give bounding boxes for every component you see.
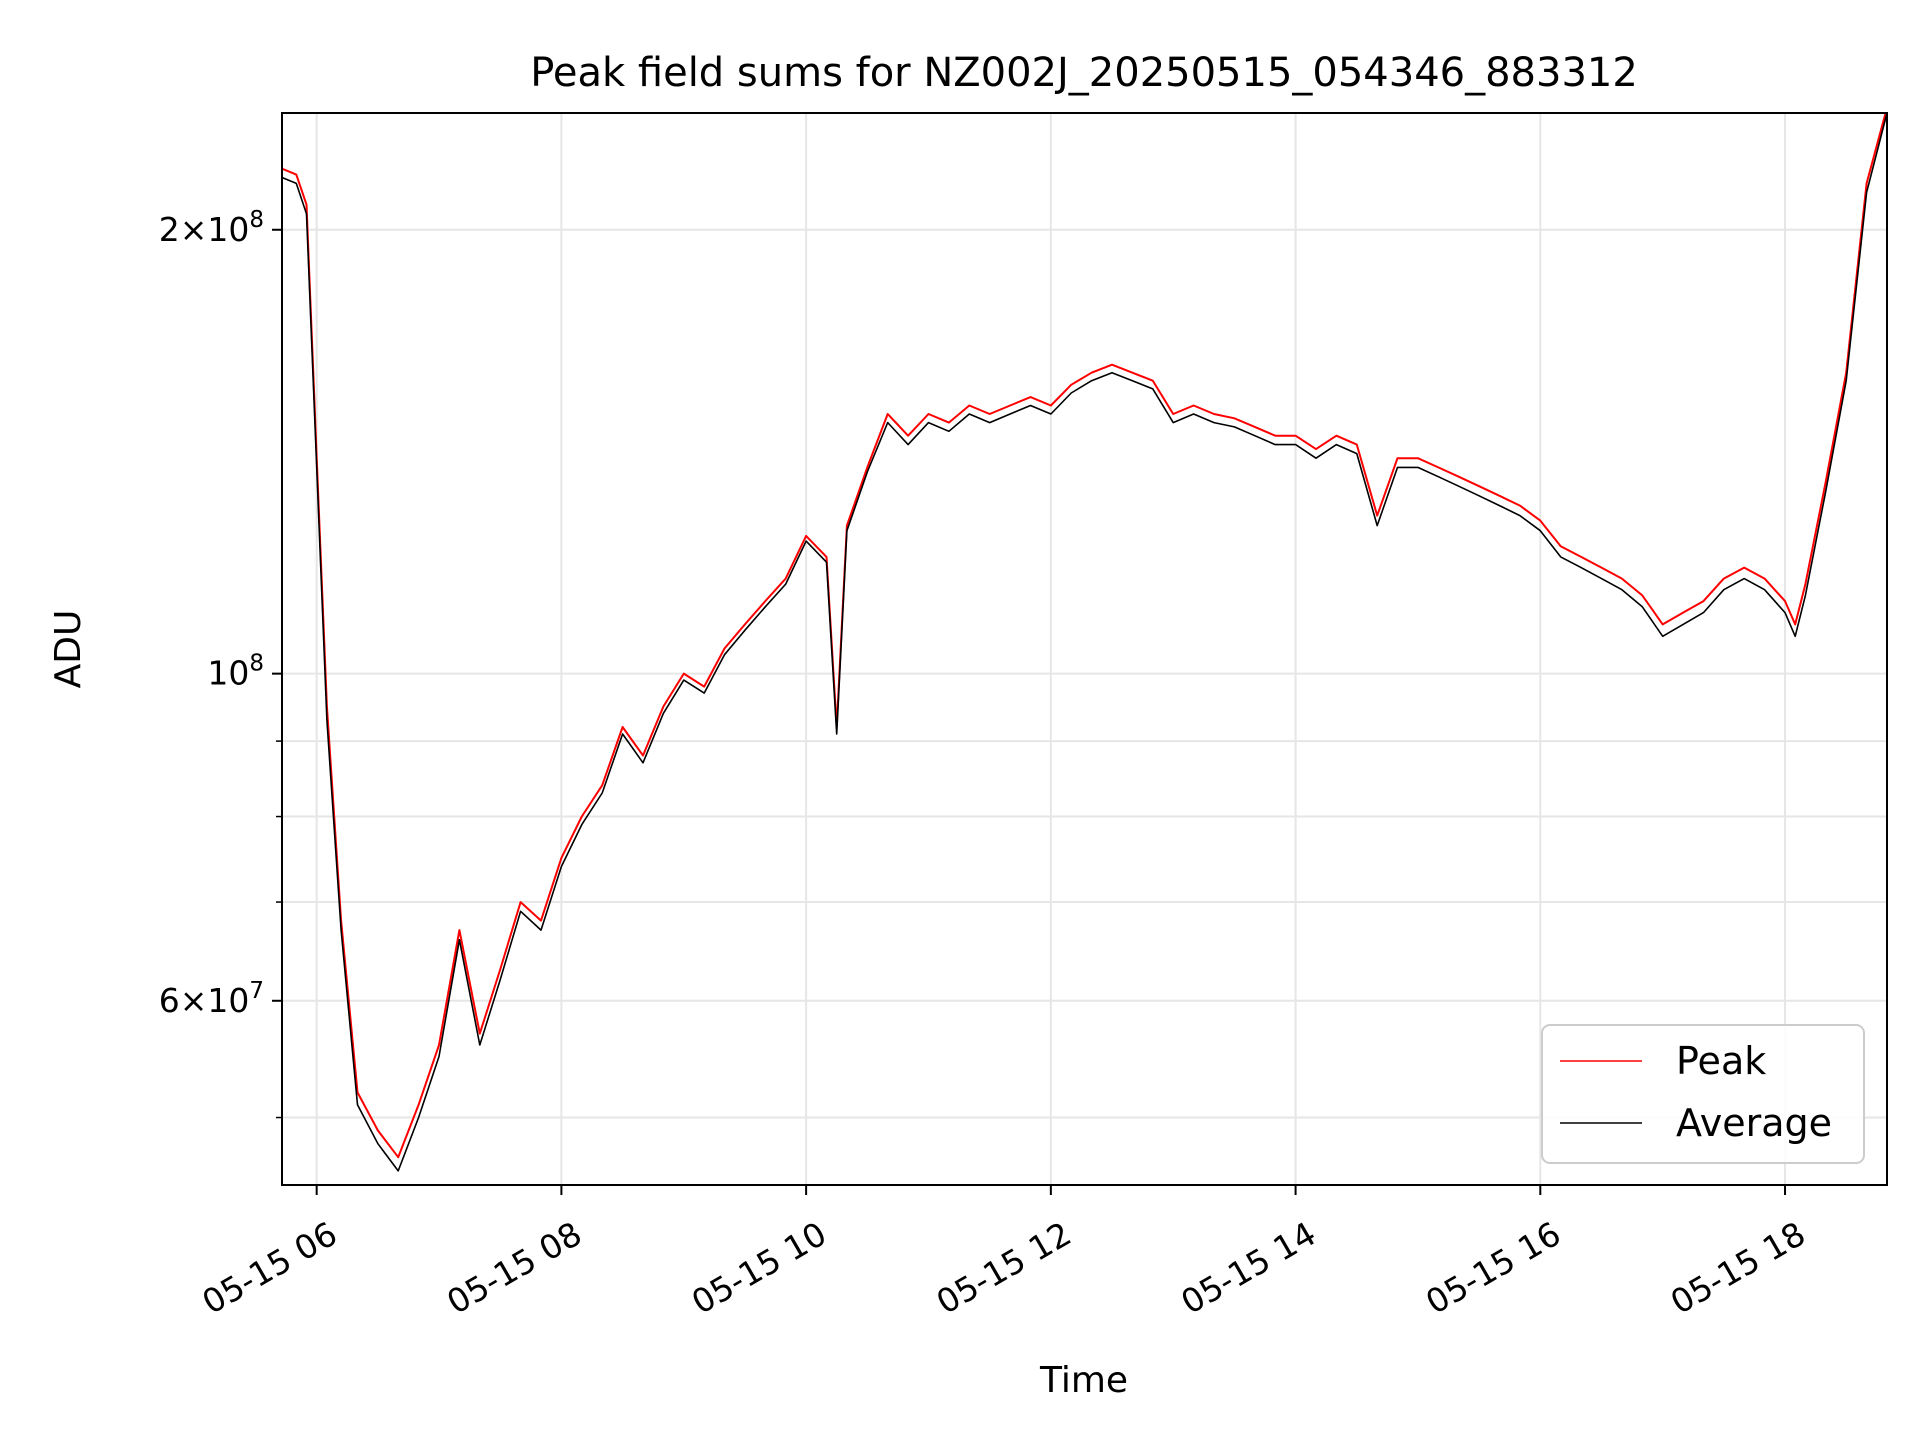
y-axis-ticks: 2×108 108 6×107: [159, 207, 282, 1119]
plot-area-frame: [281, 112, 1888, 1186]
x-axis-label: Time: [1039, 1360, 1128, 1401]
series-peak-line: [282, 113, 1887, 1159]
series-average-line: [282, 113, 1887, 1172]
legend: Peak Average: [1541, 1024, 1865, 1164]
legend-average-label: Average: [1676, 1101, 1832, 1145]
legend-peak-label: Peak: [1676, 1039, 1766, 1083]
y-tick-label: 6×107: [159, 978, 264, 1020]
y-tick-label: 2×108: [159, 207, 264, 249]
series-lines: [282, 113, 1887, 1172]
y-axis-label: ADU: [48, 610, 89, 689]
legend-box: [1541, 1024, 1865, 1164]
y-tick-label: 108: [207, 651, 264, 693]
chart-title: Peak field sums for NZ002J_20250515_0543…: [530, 50, 1638, 96]
